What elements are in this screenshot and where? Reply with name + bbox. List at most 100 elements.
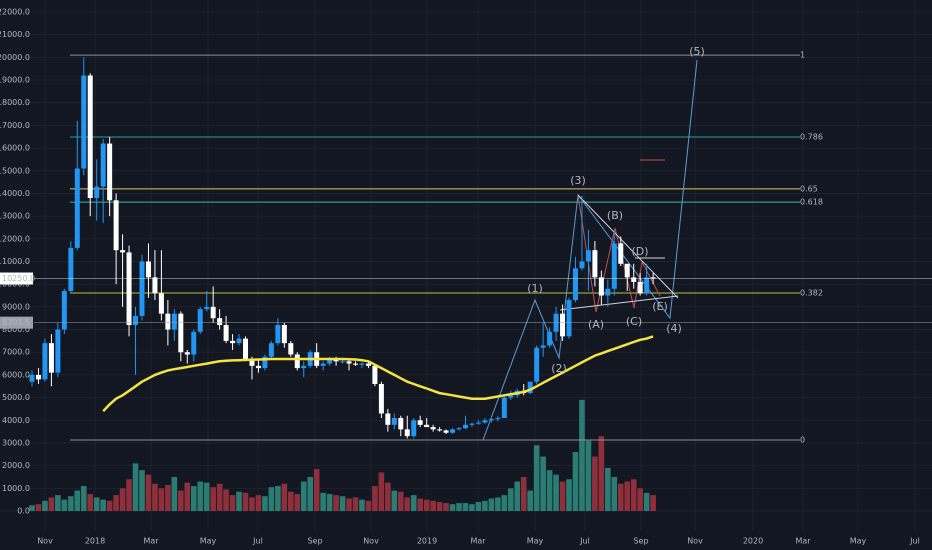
candle-body [572, 268, 578, 301]
volume-bar [80, 486, 87, 511]
volume-bar [617, 483, 624, 511]
candle-body [113, 200, 119, 251]
candle-body [353, 363, 358, 365]
x-tick-label: Sep [633, 537, 648, 546]
volume-bar [404, 497, 411, 511]
candle-body [184, 352, 190, 355]
volume-bar [501, 495, 508, 511]
volume-bar [520, 476, 527, 511]
correction-label: (E) [652, 300, 668, 313]
candle-body [223, 325, 229, 341]
volume-bar [488, 498, 495, 511]
volume-bar [139, 470, 145, 511]
volume-bar [650, 495, 656, 511]
volume-bar [598, 436, 605, 511]
candle-body [217, 318, 223, 326]
volume-bar [216, 483, 223, 511]
y-tick-label: 16000.0 [0, 144, 30, 153]
x-tick-label: Jul [909, 537, 920, 546]
candle-body [55, 329, 61, 373]
wave-label: (4) [666, 322, 682, 335]
volume-bar [294, 493, 301, 511]
volume-bar [106, 500, 113, 511]
volume-bar [55, 495, 61, 511]
candle-body [585, 250, 591, 262]
volume-bar [87, 493, 94, 511]
candle-body [346, 361, 352, 364]
x-tick-label: May [850, 537, 867, 546]
y-tick-label: 11000.0 [0, 257, 30, 266]
labels: 0.0 1000.0 2000.0 3000.0 4000.0 5000.0 6000.0 7… [0, 8, 920, 546]
volume-bar [469, 504, 475, 511]
volume-bar [113, 495, 119, 511]
volume-bar [48, 497, 55, 511]
volume-bar [352, 497, 359, 511]
candle-body [262, 356, 268, 369]
candle-body [637, 281, 643, 294]
candle-body [94, 186, 100, 198]
candle-body [48, 343, 54, 373]
volume-bar [365, 500, 372, 511]
volume-bar [423, 499, 430, 511]
volume-bar [346, 498, 352, 511]
volume-bar [223, 489, 229, 511]
volume-bar [436, 501, 443, 511]
volume-bar [359, 499, 365, 511]
volume-bar [611, 476, 618, 511]
volume-bar [132, 463, 139, 511]
candle-body [204, 306, 210, 310]
volume-bar [262, 496, 268, 511]
candle-body [152, 277, 158, 294]
volume-bar [320, 492, 326, 511]
candle-body [340, 361, 346, 363]
volume-bar [378, 472, 385, 511]
volume-bar [145, 474, 152, 511]
pattern-lines [482, 59, 698, 441]
fib-label: 1 [800, 51, 805, 60]
candle-body [534, 347, 540, 382]
candle-body [560, 313, 566, 337]
volume-bar [190, 486, 197, 511]
price-tag: 8303.5 [2, 318, 30, 327]
volume-bar [197, 481, 204, 511]
candle-body [243, 338, 249, 360]
correction-label: (A) [588, 318, 604, 331]
candle-body [411, 420, 417, 437]
candle-body [165, 313, 171, 330]
volume-bar [281, 483, 288, 511]
volume-bar [430, 500, 436, 511]
candle-body [631, 277, 637, 282]
candle-body [255, 365, 261, 369]
y-tick-label: 4000.0 [2, 416, 30, 425]
fib-label: 0.786 [800, 132, 823, 141]
y-tick-label: 18000.0 [0, 98, 30, 107]
y-tick-label: 7000.0 [2, 348, 30, 357]
y-tick-label: 0.0 [17, 507, 30, 516]
wave-line [482, 59, 698, 441]
x-tick-label: Mar [143, 537, 159, 546]
volume-bar [482, 500, 488, 511]
volume-bar [74, 490, 81, 511]
volume-bars [29, 399, 656, 511]
volume-bar [533, 445, 540, 511]
x-tick-label: Jul [252, 537, 263, 546]
y-tick-label: 22000.0 [0, 8, 30, 17]
y-tick-label: 3000.0 [2, 438, 30, 447]
candle-body [126, 252, 132, 326]
y-tick-label: 2000.0 [2, 461, 30, 470]
candle-body [74, 168, 80, 248]
candle-body [443, 430, 449, 433]
volume-bar [288, 491, 294, 511]
x-tick-label: Nov [687, 537, 703, 546]
volume-bar [605, 467, 611, 511]
candle-body [430, 427, 436, 430]
candle-body [424, 424, 430, 428]
candle-body [230, 340, 236, 344]
candle-body [100, 143, 106, 187]
candle-body [469, 423, 475, 425]
x-tick-label: Nov [363, 537, 379, 546]
volume-bar [268, 487, 275, 511]
fib-label: 0.65 [800, 184, 818, 193]
x-tick-label: Nov [37, 537, 53, 546]
volume-bar [462, 503, 469, 511]
